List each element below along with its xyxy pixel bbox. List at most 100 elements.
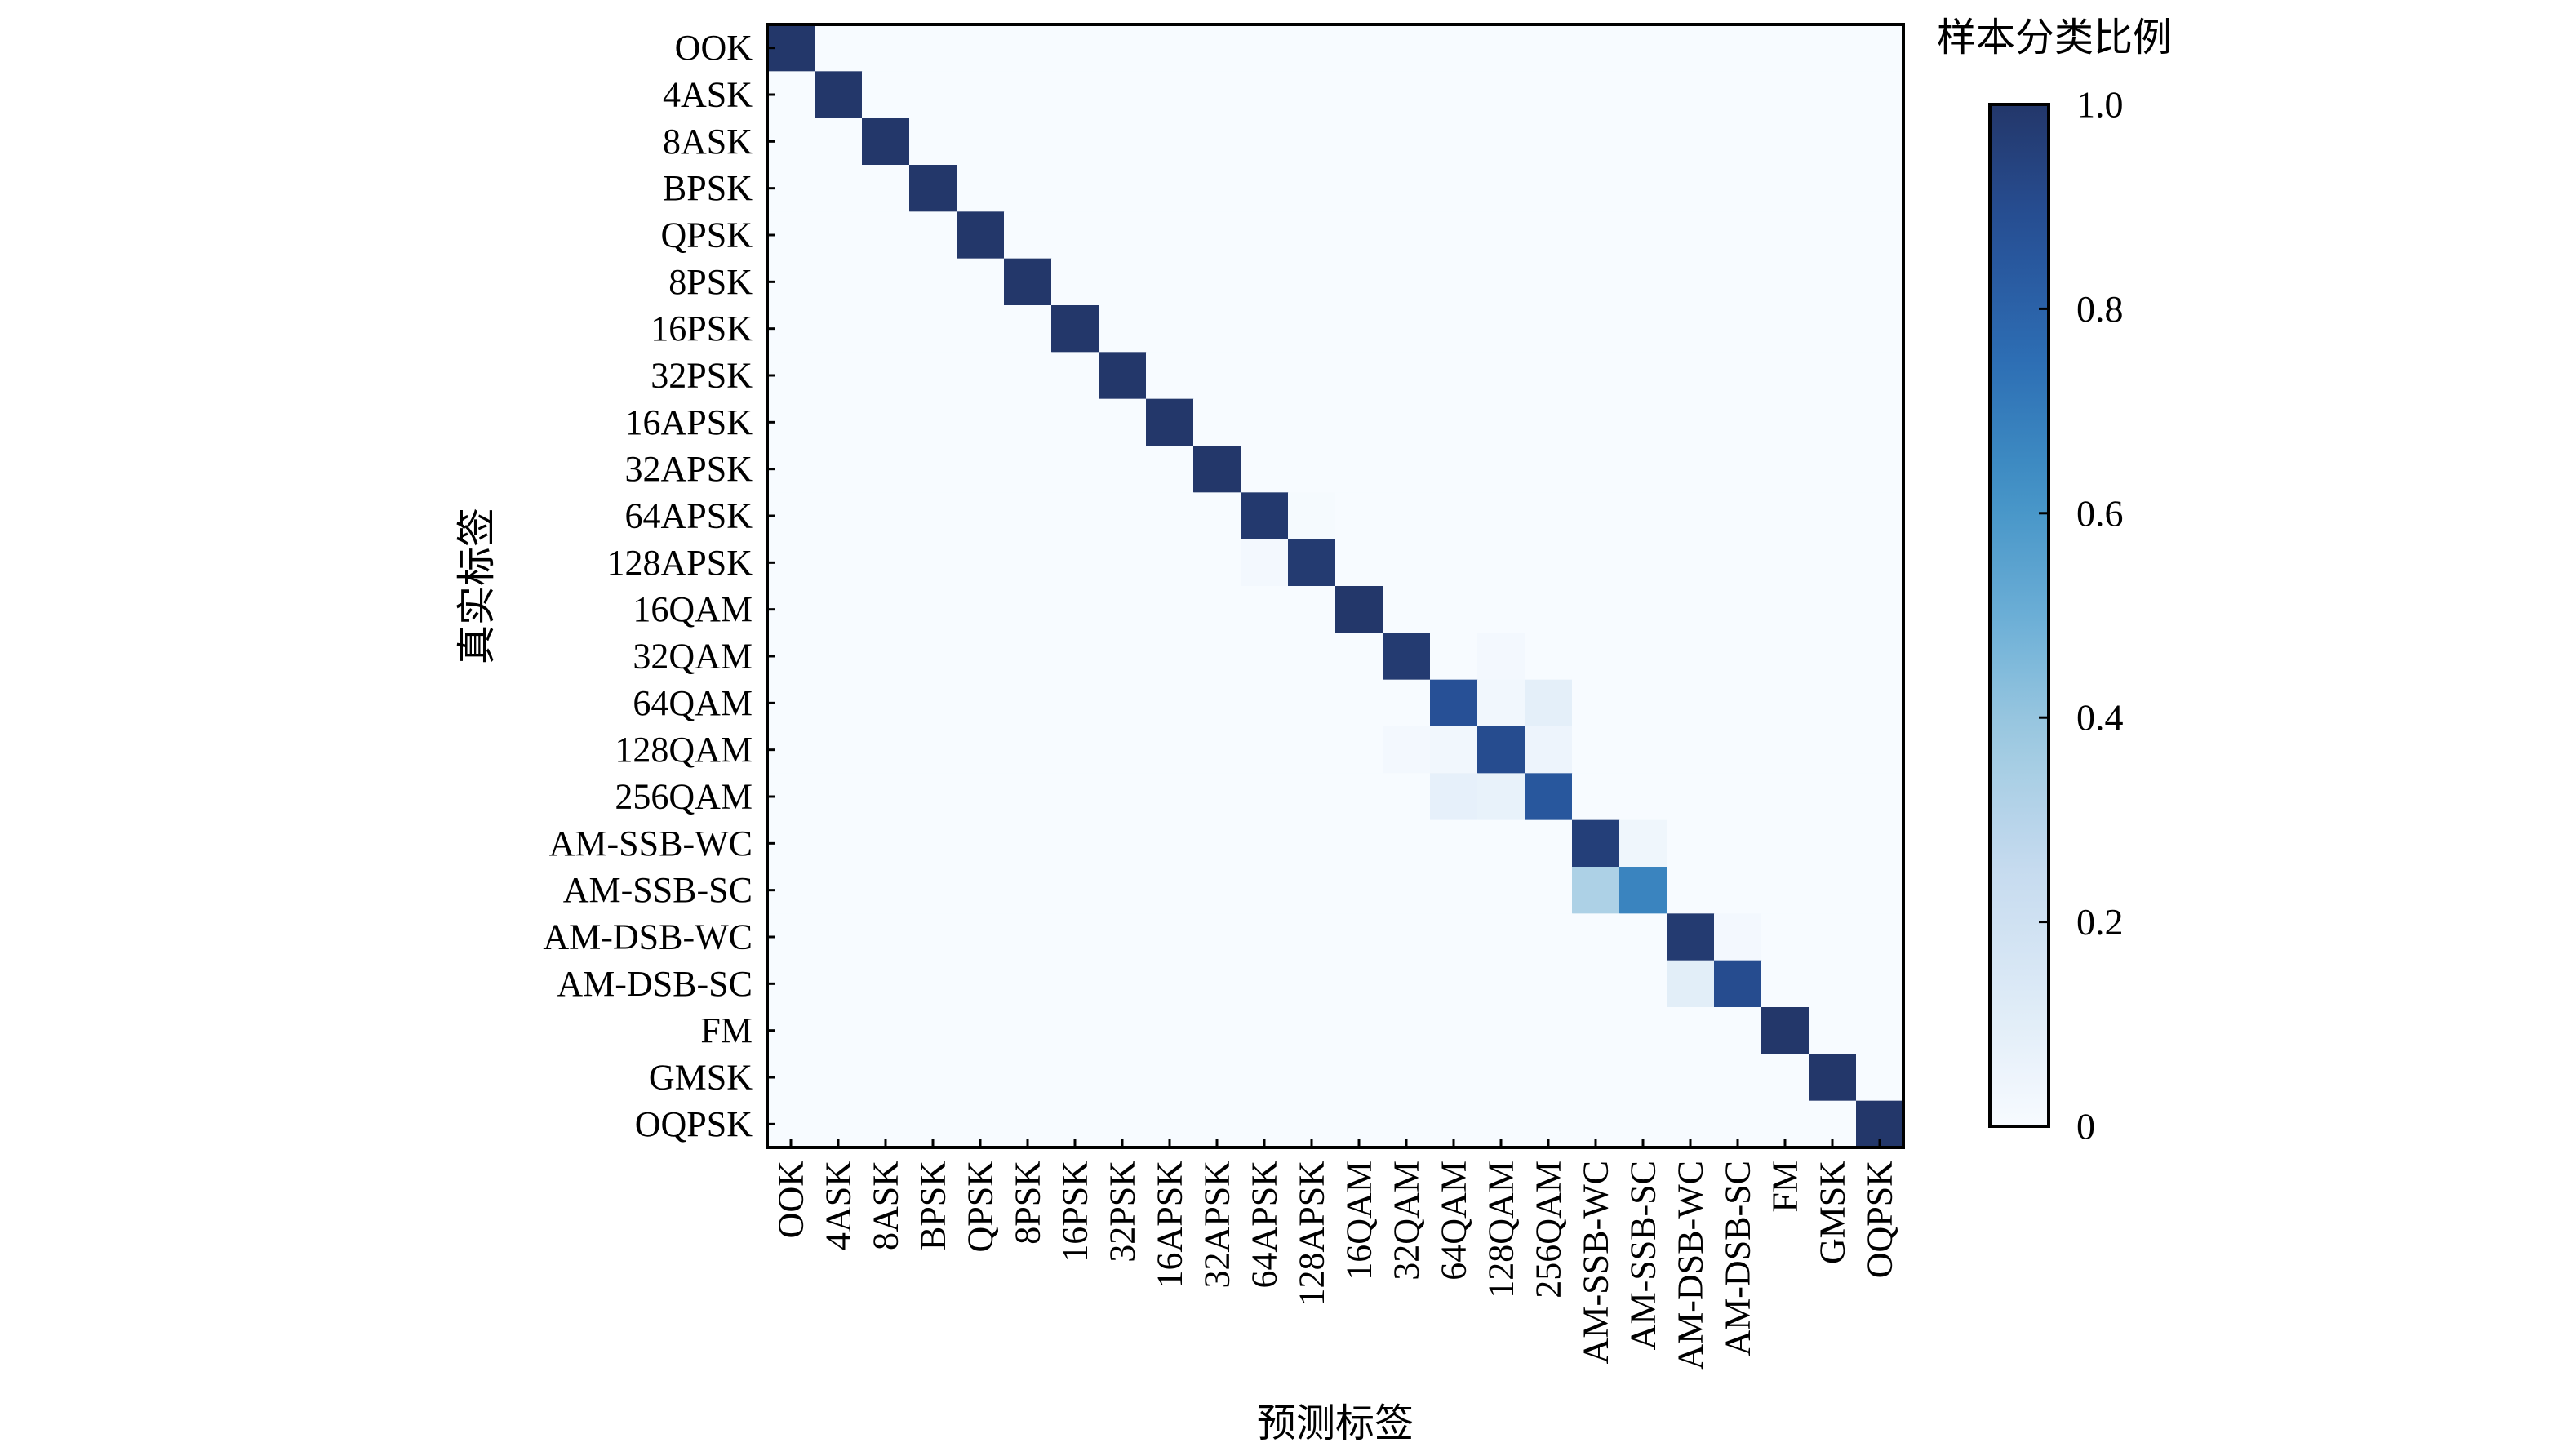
heatmap-cell <box>1619 398 1667 446</box>
heatmap-cell <box>1193 1007 1241 1054</box>
heatmap-cell <box>1099 633 1147 681</box>
heatmap-cell <box>1146 71 1194 119</box>
heatmap-cell <box>1477 446 1525 493</box>
heatmap-cell <box>1099 913 1147 961</box>
heatmap-cell <box>1619 960 1667 1008</box>
heatmap-cell <box>1667 305 1715 353</box>
heatmap-cell <box>909 24 957 72</box>
heatmap-cell <box>1430 24 1478 72</box>
heatmap-cell <box>1051 960 1099 1008</box>
heatmap-cell <box>1761 446 1809 493</box>
heatmap-cell <box>1667 867 1715 914</box>
heatmap-cell <box>862 118 910 166</box>
y-tick-label: 16PSK <box>651 309 753 348</box>
heatmap-cell <box>1667 726 1715 774</box>
heatmap-cell <box>815 1007 863 1054</box>
heatmap-cell <box>1430 726 1478 774</box>
heatmap-cell <box>1667 24 1715 72</box>
x-axis-tick-labels: OOK 4ASK 8ASK BPSK QPSK 8PSK 16PSK 32PSK 16APSK 3… <box>771 1161 1900 1370</box>
heatmap-cell <box>1761 1054 1809 1102</box>
heatmap-cell <box>815 352 863 400</box>
heatmap-cell <box>1856 118 1904 166</box>
heatmap-cell <box>1809 819 1857 868</box>
heatmap-cell <box>1193 258 1241 306</box>
heatmap-cell <box>1761 398 1809 446</box>
heatmap-cell <box>1572 211 1620 260</box>
x-tick-label: 16QAM <box>1339 1161 1379 1281</box>
heatmap-cell <box>1572 679 1620 727</box>
y-tick-label: 128APSK <box>607 543 753 583</box>
x-tick-label: AM-DSB-WC <box>1671 1161 1711 1370</box>
colorbar-ticks: 0 0.2 0.4 0.6 0.8 1.0 <box>2039 84 2124 1147</box>
heatmap-cell <box>1288 586 1336 633</box>
heatmap-cell <box>1193 586 1241 633</box>
heatmap-cell <box>1146 913 1194 961</box>
heatmap-cell <box>1477 24 1525 72</box>
heatmap-cell <box>1241 539 1289 587</box>
heatmap-cell <box>1335 819 1383 868</box>
heatmap-cell <box>1856 773 1904 821</box>
heatmap-cell <box>1241 679 1289 727</box>
heatmap-cell <box>1241 960 1289 1008</box>
heatmap-cell <box>1099 726 1147 774</box>
heatmap-cell <box>1383 492 1431 540</box>
y-tick-label: BPSK <box>663 168 753 208</box>
heatmap-cell <box>909 633 957 681</box>
heatmap-cell <box>909 71 957 119</box>
heatmap-cell <box>1761 773 1809 821</box>
heatmap-cell <box>1714 398 1762 446</box>
heatmap-cell <box>1477 118 1525 166</box>
heatmap-cell <box>1430 165 1478 212</box>
heatmap-cell <box>1714 913 1762 961</box>
heatmap-cell <box>957 211 1005 260</box>
heatmap-cell <box>815 960 863 1008</box>
heatmap-cell <box>1146 1054 1194 1102</box>
heatmap-cell <box>1383 1054 1431 1102</box>
heatmap-cell <box>1525 118 1573 166</box>
heatmap-cell <box>1051 305 1099 353</box>
heatmap-cell <box>909 398 957 446</box>
heatmap-cell <box>1667 118 1715 166</box>
heatmap-cell <box>1477 633 1525 681</box>
heatmap-cell <box>1099 773 1147 821</box>
heatmap-cell <box>1714 1054 1762 1102</box>
heatmap-cell <box>1335 305 1383 353</box>
heatmap-cell <box>1667 1054 1715 1102</box>
heatmap-cell <box>815 819 863 868</box>
heatmap-cell <box>1146 633 1194 681</box>
heatmap-cell <box>1383 960 1431 1008</box>
heatmap-cell <box>957 492 1005 540</box>
heatmap-cell <box>1525 867 1573 914</box>
heatmap-cell <box>1667 586 1715 633</box>
heatmap-cell <box>1761 633 1809 681</box>
heatmap-cell <box>1383 819 1431 868</box>
heatmap-cell <box>1619 24 1667 72</box>
heatmap-cell <box>1146 446 1194 493</box>
heatmap-cell <box>1004 539 1052 587</box>
heatmap-cell <box>1619 71 1667 119</box>
heatmap-cell <box>1619 352 1667 400</box>
heatmap-cell <box>1146 819 1194 868</box>
heatmap-cell <box>1525 352 1573 400</box>
heatmap-cell <box>1761 352 1809 400</box>
heatmap-cell <box>1572 586 1620 633</box>
heatmap-cell <box>1856 492 1904 540</box>
heatmap-cell <box>1856 165 1904 212</box>
heatmap-cell <box>1477 586 1525 633</box>
heatmap-cell <box>1477 305 1525 353</box>
heatmap-cell <box>1335 398 1383 446</box>
heatmap-cell <box>1430 352 1478 400</box>
heatmap-cell <box>1241 726 1289 774</box>
heatmap-cell <box>1241 352 1289 400</box>
heatmap-cell <box>1714 258 1762 306</box>
heatmap-cell <box>909 1007 957 1054</box>
heatmap-cell <box>1714 539 1762 587</box>
heatmap-cell <box>1430 679 1478 727</box>
heatmap-cell <box>1761 726 1809 774</box>
heatmap-cell <box>862 165 910 212</box>
heatmap-cell <box>1051 773 1099 821</box>
heatmap-cell <box>957 819 1005 868</box>
heatmap-cell <box>1525 446 1573 493</box>
heatmap-cell <box>862 539 910 587</box>
heatmap-cell <box>1667 258 1715 306</box>
